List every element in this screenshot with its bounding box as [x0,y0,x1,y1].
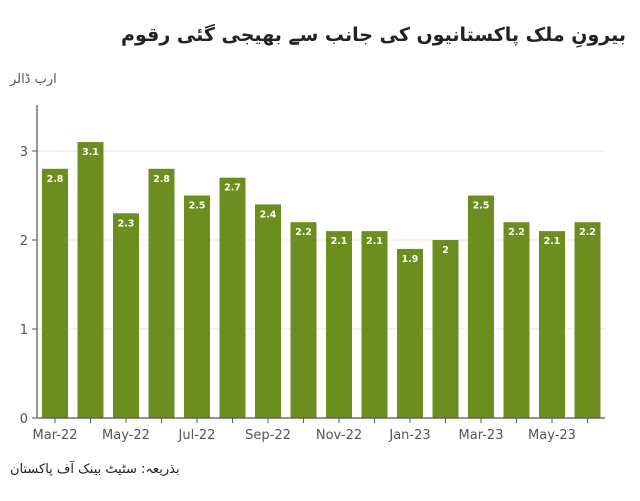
x-tick-label: Nov-22 [316,428,362,443]
bar [290,222,317,418]
x-tick-label: Sep-22 [245,428,291,443]
bar [219,177,246,418]
x-tick-label: Jan-23 [388,428,430,443]
y-tick-label: 1 [20,323,28,338]
x-tick-label: Mar-23 [459,428,504,443]
bar [397,248,423,418]
bar [77,142,104,418]
bar-value-label: 2.7 [224,183,241,194]
bar [42,168,68,418]
bar-value-label: 2.1 [366,236,383,247]
x-tick-label: May-23 [528,428,576,443]
bar [326,231,352,418]
bar [148,168,175,418]
chart-title: بیرونِ ملک پاکستانیوں کی جانب سے بھیجی گ… [121,24,626,46]
bar-value-label: 2.4 [260,209,277,220]
bar [503,222,530,418]
bar-value-label: 2.5 [189,201,206,212]
x-tick-label: Mar-22 [33,428,78,443]
bar [361,231,388,418]
bar-value-label: 2.3 [118,218,135,229]
bar-value-label: 2.2 [508,227,525,238]
source-note: بذریعہ: سٹیٹ بینک آف پاکستان [10,462,180,477]
bar [113,213,139,418]
bar-value-label: 2.2 [295,227,312,238]
bar [184,195,210,418]
bar-value-label: 2.8 [153,174,170,185]
bar-value-label: 2.5 [473,201,490,212]
bar [255,204,281,418]
bar-value-label: 2.1 [544,236,561,247]
bar-value-label: 2.2 [579,227,596,238]
y-tick-label: 0 [20,412,28,427]
x-tick-label: Jul-22 [178,428,216,443]
bar [574,222,601,418]
x-tick-label: May-22 [102,428,150,443]
y-tick-label: 2 [20,234,28,249]
bar-value-label: 3.1 [82,147,99,158]
y-axis-unit: ارب ڈالر [10,72,57,87]
bar-value-label: 2 [442,245,449,256]
bar-value-label: 1.9 [402,254,419,265]
bar-value-label: 2.8 [47,174,64,185]
bar-value-label: 2.1 [331,236,348,247]
bar [539,231,565,418]
bar [468,195,494,418]
bar [432,240,459,418]
y-tick-label: 3 [20,145,28,160]
